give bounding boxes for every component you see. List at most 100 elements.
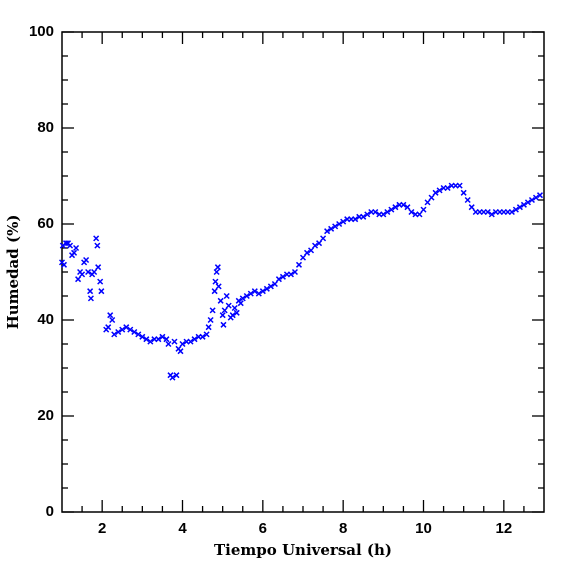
data-point	[508, 208, 515, 216]
data-point	[191, 336, 198, 343]
y-tick-label: 0	[46, 503, 54, 520]
data-point	[211, 288, 218, 295]
data-point	[115, 328, 122, 336]
data-point	[271, 280, 278, 288]
data-point	[328, 225, 335, 232]
data-point	[155, 336, 162, 343]
data-point	[171, 338, 178, 345]
data-point	[223, 292, 230, 300]
data-point	[135, 331, 142, 338]
data-point	[147, 338, 154, 345]
data-point	[303, 249, 311, 256]
data-point	[340, 218, 347, 225]
data-point	[233, 309, 240, 316]
data-point	[220, 321, 227, 328]
data-point	[213, 268, 220, 276]
data-point	[512, 206, 519, 213]
data-point	[93, 235, 100, 242]
x-axis-label: Tiempo Universal (h)	[214, 541, 392, 559]
data-point	[316, 240, 323, 247]
data-point	[279, 273, 286, 280]
data-point	[320, 235, 327, 242]
x-tick-label: 10	[415, 520, 432, 537]
data-point	[291, 268, 298, 276]
data-point	[187, 338, 194, 345]
data-point	[94, 242, 101, 249]
data-point	[67, 242, 74, 249]
data-point	[73, 244, 80, 252]
data-point	[214, 264, 221, 271]
x-tick-label: 4	[178, 520, 187, 537]
data-point	[237, 300, 244, 307]
data-point	[336, 220, 343, 228]
data-point	[488, 211, 495, 218]
y-tick-label: 80	[37, 119, 54, 136]
y-tick-label: 20	[37, 407, 54, 424]
data-point	[217, 297, 224, 304]
data-point	[225, 302, 232, 309]
data-point	[424, 199, 431, 206]
data-point	[79, 271, 86, 278]
y-tick-label: 60	[37, 215, 54, 232]
x-tick-label: 8	[339, 520, 347, 537]
data-point	[528, 196, 535, 204]
y-tick-label: 40	[37, 311, 54, 328]
data-point	[287, 271, 294, 278]
plot-frame	[61, 31, 545, 513]
x-tick-label: 6	[259, 520, 267, 537]
data-point	[392, 204, 399, 211]
data-point	[231, 304, 238, 312]
data-point	[87, 288, 94, 295]
data-point	[60, 261, 68, 268]
data-point	[229, 312, 236, 319]
data-point	[312, 242, 319, 249]
data-point	[91, 268, 98, 276]
data-point	[456, 182, 463, 189]
data-point	[520, 201, 527, 208]
data-point	[364, 211, 371, 218]
data-point	[255, 290, 262, 297]
data-point	[400, 201, 407, 208]
data-point	[163, 336, 170, 343]
data-point	[169, 374, 176, 381]
x-tick-label: 2	[98, 520, 106, 537]
data-point	[251, 288, 258, 295]
y-tick-label: 100	[29, 23, 54, 40]
data-point	[111, 331, 118, 338]
data-point	[139, 333, 146, 340]
data-point	[203, 331, 210, 338]
data-point	[536, 192, 544, 199]
data-point	[83, 256, 90, 264]
data-point	[177, 348, 184, 355]
data-point	[267, 283, 274, 290]
data-point	[247, 290, 254, 297]
data-point	[464, 196, 471, 204]
data-point	[524, 199, 531, 206]
data-point	[352, 216, 359, 223]
data-point	[219, 312, 226, 319]
data-point	[468, 204, 475, 211]
data-point	[179, 340, 186, 348]
data-point	[308, 247, 315, 254]
data-point	[221, 307, 228, 314]
data-point	[75, 276, 82, 283]
data-point	[105, 324, 112, 331]
data-point	[199, 333, 206, 340]
data-point	[436, 187, 443, 194]
data-point	[408, 208, 415, 216]
data-point	[372, 208, 379, 216]
data-point	[516, 204, 523, 211]
data-point	[205, 324, 212, 331]
data-point	[324, 228, 331, 235]
data-point	[420, 206, 427, 213]
data-point	[97, 278, 104, 285]
data-point	[384, 208, 391, 216]
data-point	[173, 372, 180, 379]
data-point	[123, 324, 130, 331]
data-point	[71, 249, 78, 256]
data-point	[159, 333, 166, 340]
data-point	[388, 206, 395, 213]
data-point	[404, 204, 411, 211]
